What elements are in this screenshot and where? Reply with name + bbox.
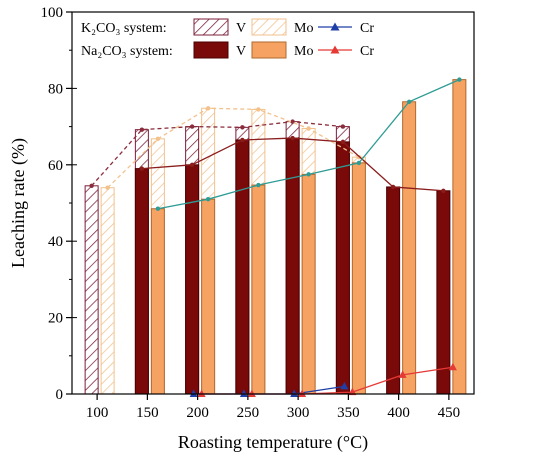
lines-layer bbox=[89, 77, 462, 397]
na2co3-v-bar bbox=[386, 186, 401, 395]
na2co3-cr-marker bbox=[247, 389, 256, 397]
legend-na2co3-cr-label: Cr bbox=[360, 44, 374, 59]
na2co3-cr-marker bbox=[348, 387, 357, 396]
na2co3-v-bar bbox=[185, 164, 200, 395]
y-tick-label: 100 bbox=[41, 5, 64, 21]
na2co3-v-bar bbox=[335, 141, 350, 395]
y-tick-label: 0 bbox=[56, 387, 64, 403]
legend-k2co3-cr-label: Cr bbox=[360, 21, 374, 36]
legend-k2co3-v-swatch bbox=[193, 18, 229, 36]
k2co3-cr-marker bbox=[290, 389, 299, 397]
x-axis-title: Roasting temperature (°C) bbox=[178, 432, 368, 453]
y-axis-title: Leaching rate (%) bbox=[8, 138, 29, 268]
k2co3-cr-marker bbox=[340, 381, 349, 390]
na2co3-mo-bar bbox=[402, 101, 417, 395]
na2co3-cr-marker bbox=[448, 362, 457, 371]
legend-na2co3-mo-swatch bbox=[251, 41, 287, 59]
legend-na2co3-v-swatch bbox=[193, 41, 229, 59]
x-tick-label: 350 bbox=[337, 405, 360, 421]
k2co3-mo-trend bbox=[107, 107, 360, 189]
y-tick-label: 60 bbox=[48, 158, 63, 174]
k2co3-cr-marker bbox=[189, 389, 198, 397]
x-tick-label: 200 bbox=[186, 405, 209, 421]
legend-k2co3-cr-marker bbox=[330, 22, 340, 31]
legend-na2co3-v-label: V bbox=[236, 44, 246, 59]
y-tick-label: 80 bbox=[48, 81, 63, 97]
k2co3-mo-bar bbox=[100, 187, 115, 395]
k2co3-v-trend-point bbox=[89, 183, 94, 189]
na2co3-mo-trend-point bbox=[356, 160, 362, 166]
na2co3-cr-marker bbox=[197, 389, 206, 397]
legend-k2co3-label: K₂CO₃ system: bbox=[81, 21, 167, 36]
x-tick-label: 450 bbox=[438, 405, 461, 421]
na2co3-mo-bar bbox=[452, 79, 467, 395]
na2co3-mo-trend-point bbox=[205, 196, 211, 202]
na2co3-mo-trend-point bbox=[256, 182, 261, 188]
x-tick-label: 300 bbox=[287, 405, 310, 421]
legend: K₂CO₃ system: V Mo Cr Na₂CO₃ system: V M… bbox=[81, 18, 374, 59]
y-axis: 0 20 40 60 80 100 bbox=[41, 5, 77, 403]
legend-na2co3-mo-label: Mo bbox=[294, 44, 313, 59]
k2co3-mo-trend-point bbox=[155, 136, 161, 142]
na2co3-mo-bar bbox=[201, 198, 216, 395]
x-tick-label: 400 bbox=[387, 405, 410, 421]
k2co3-mo-trend-point bbox=[105, 185, 110, 190]
y-tick-label: 40 bbox=[48, 234, 63, 250]
na2co3-cr-marker bbox=[298, 389, 307, 397]
na2co3-v-trend-point bbox=[441, 188, 446, 193]
na2co3-mo-bar bbox=[150, 208, 165, 395]
na2co3-v-trend-point bbox=[189, 162, 195, 167]
legend-na2co3-label: Na₂CO₃ system: bbox=[81, 44, 173, 59]
na2co3-mo-bar bbox=[251, 184, 266, 395]
k2co3-mo-trend-point bbox=[205, 106, 211, 111]
bars-layer bbox=[84, 79, 467, 395]
x-tick-label: 150 bbox=[136, 405, 159, 421]
x-tick-label: 100 bbox=[86, 405, 109, 421]
k2co3-v-bar bbox=[84, 185, 99, 395]
x-axis: 100 150 200 250 300 350 400 450 bbox=[86, 394, 460, 421]
k2co3-v-trend bbox=[91, 120, 343, 187]
na2co3-mo-trend-point bbox=[155, 206, 161, 211]
legend-k2co3-mo-label: Mo bbox=[294, 21, 313, 36]
na2co3-v-trend-point bbox=[340, 139, 346, 145]
na2co3-mo-trend-point bbox=[457, 77, 462, 82]
k2co3-mo-trend-point bbox=[306, 126, 311, 131]
na2co3-mo-bar bbox=[301, 173, 316, 395]
k2co3-mo-trend-point bbox=[256, 107, 261, 112]
legend-k2co3-mo-swatch bbox=[251, 18, 287, 36]
na2co3-v-bar bbox=[436, 190, 451, 395]
na2co3-v-trend-point bbox=[290, 135, 295, 141]
legend-na2co3-cr-marker bbox=[330, 45, 340, 54]
k2co3-v-trend-point bbox=[290, 119, 295, 124]
na2co3-cr-marker bbox=[398, 370, 407, 378]
k2co3-v-trend-point bbox=[340, 124, 346, 129]
na2co3-v-bar bbox=[134, 168, 149, 395]
na2co3-v-trend-point bbox=[240, 137, 245, 143]
na2co3-v-trend-point bbox=[390, 184, 396, 190]
na2co3-mo-trend-point bbox=[306, 172, 311, 177]
na2co3-mo-bar bbox=[351, 162, 366, 395]
k2co3-v-trend-point bbox=[139, 127, 145, 132]
k2co3-cr-marker bbox=[239, 389, 248, 397]
y-tick-label: 20 bbox=[48, 311, 63, 327]
k2co3-v-trend-point bbox=[240, 125, 245, 130]
legend-k2co3-v-label: V bbox=[236, 21, 246, 36]
x-tick-label: 250 bbox=[237, 405, 260, 421]
na2co3-mo-trend-point bbox=[406, 99, 412, 104]
na2co3-v-trend-point bbox=[139, 166, 145, 171]
na2co3-v-bar bbox=[235, 139, 250, 395]
k2co3-v-trend-point bbox=[189, 124, 195, 129]
